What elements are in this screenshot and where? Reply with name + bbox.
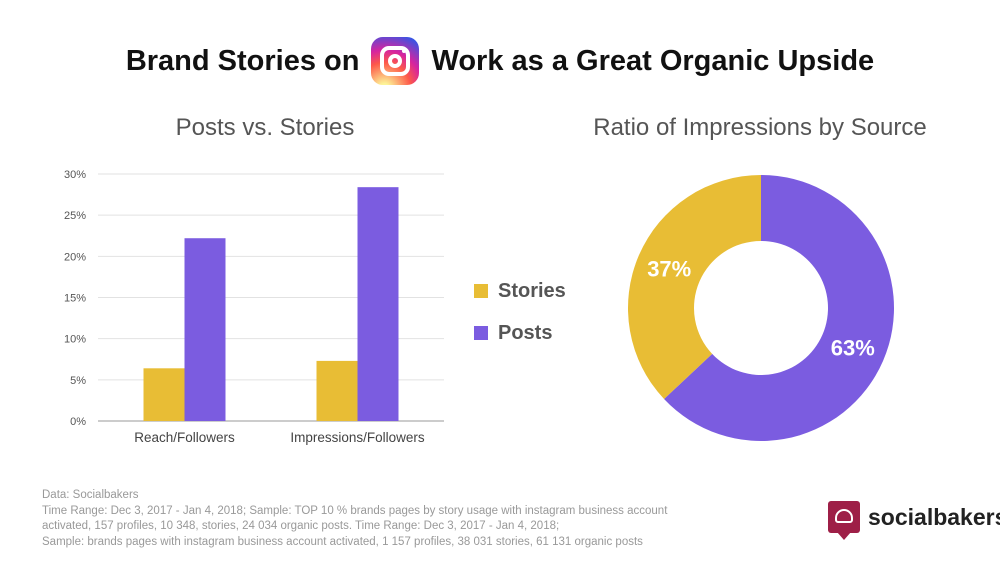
donut-chart-title: Ratio of Impressions by Source [593, 114, 927, 141]
y-tick-label: 0% [70, 416, 86, 428]
footnote-line: Sample: brands pages with instagram busi… [42, 535, 643, 548]
footnote-line: Data: Socialbakers [42, 489, 139, 501]
donut-chart: 63% 37% [628, 175, 894, 441]
legend-label-posts: Posts [498, 321, 553, 344]
footnote-line: activated, 157 profiles, 10 348, stories… [42, 520, 560, 532]
footnote: Data: Socialbakers Time Range: Dec 3, 20… [42, 488, 762, 550]
bar-posts [357, 187, 399, 421]
y-tick-label: 25% [64, 210, 86, 222]
y-tick-label: 10% [64, 334, 86, 346]
legend-swatch-stories [474, 284, 488, 298]
instagram-icon [371, 37, 420, 85]
bar-stories [316, 360, 358, 421]
donut-slice-posts [664, 175, 894, 441]
chef-hat-icon [828, 501, 860, 540]
brand-name: socialbakers [868, 503, 1000, 530]
x-tick-label: Impressions/Followers [290, 430, 425, 445]
bar-posts [184, 238, 226, 421]
bar-stories [143, 368, 185, 421]
y-tick-label: 30% [64, 169, 86, 181]
y-tick-label: 15% [64, 293, 86, 305]
headline-before: Brand Stories on [125, 44, 360, 77]
donut-slice-stories [628, 175, 761, 400]
headline: Brand Stories on Work as a Great Organic… [0, 36, 1000, 86]
x-tick-label: Reach/Followers [134, 430, 235, 445]
headline-after: Work as a Great Organic Upside [431, 44, 875, 77]
y-tick-label: 20% [64, 251, 86, 263]
brand-logo: socialbakers [828, 501, 1000, 540]
y-tick-label: 5% [70, 375, 86, 387]
legend-item-stories: Stories [474, 276, 594, 306]
bar-chart: 0% 5% 10% 15% 20% 25% 30% Reach/Followers Impres… [64, 169, 444, 445]
chart-legend: Stories Posts [474, 276, 594, 360]
donut-label-stories: 37% [647, 256, 691, 281]
bar-chart-title: Posts vs. Stories [175, 114, 355, 141]
donut-label-posts: 63% [831, 336, 875, 361]
legend-swatch-posts [474, 326, 488, 340]
legend-label-stories: Stories [498, 279, 566, 302]
footnote-line: Time Range: Dec 3, 2017 - Jan 4, 2018; S… [42, 504, 668, 517]
legend-item-posts: Posts [474, 318, 594, 348]
